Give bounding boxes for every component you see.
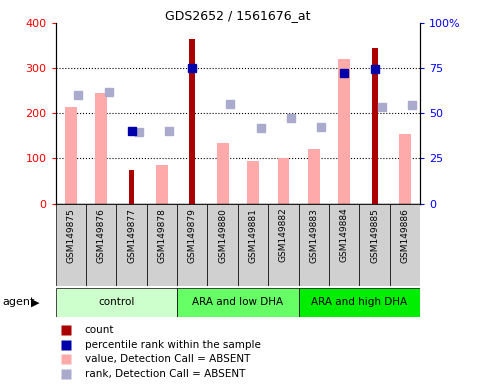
Bar [189, 39, 195, 204]
Bar [56, 288, 177, 317]
Text: GSM149876: GSM149876 [97, 208, 106, 263]
Bar [217, 142, 228, 204]
Bar [278, 159, 289, 204]
Text: GSM149877: GSM149877 [127, 208, 136, 263]
Bar [238, 204, 268, 286]
Text: ARA and high DHA: ARA and high DHA [312, 297, 408, 308]
Bar [298, 288, 420, 317]
Text: rank, Detection Call = ABSENT: rank, Detection Call = ABSENT [85, 369, 245, 379]
Bar [298, 204, 329, 286]
Text: ARA and low DHA: ARA and low DHA [192, 297, 284, 308]
Bar [65, 106, 77, 204]
Bar [116, 204, 147, 286]
Bar [128, 170, 134, 204]
Text: percentile rank within the sample: percentile rank within the sample [85, 340, 261, 350]
Bar [147, 204, 177, 286]
Bar [208, 204, 238, 286]
Bar [95, 93, 107, 204]
Bar [156, 165, 168, 204]
Text: GSM149884: GSM149884 [340, 208, 349, 262]
Text: GSM149880: GSM149880 [218, 208, 227, 263]
Bar [339, 59, 350, 204]
Bar [177, 288, 298, 317]
Bar [247, 161, 259, 204]
Text: agent: agent [2, 297, 35, 308]
Bar [329, 204, 359, 286]
Text: count: count [85, 326, 114, 336]
Text: GSM149883: GSM149883 [309, 208, 318, 263]
Bar [268, 204, 298, 286]
Bar [359, 204, 390, 286]
Text: GSM149885: GSM149885 [370, 208, 379, 263]
Bar [399, 134, 411, 204]
Text: GSM149882: GSM149882 [279, 208, 288, 262]
Bar [308, 149, 320, 204]
Bar [177, 204, 208, 286]
Text: control: control [98, 297, 134, 308]
Bar [86, 204, 116, 286]
Text: GSM149878: GSM149878 [157, 208, 167, 263]
Text: GSM149875: GSM149875 [66, 208, 75, 263]
Bar [372, 48, 378, 204]
Bar [56, 204, 86, 286]
Text: GSM149881: GSM149881 [249, 208, 257, 263]
Text: GSM149879: GSM149879 [188, 208, 197, 263]
Bar [390, 204, 420, 286]
Text: ▶: ▶ [31, 297, 40, 308]
Text: value, Detection Call = ABSENT: value, Detection Call = ABSENT [85, 354, 250, 364]
Text: GSM149886: GSM149886 [400, 208, 410, 263]
Title: GDS2652 / 1561676_at: GDS2652 / 1561676_at [165, 9, 311, 22]
